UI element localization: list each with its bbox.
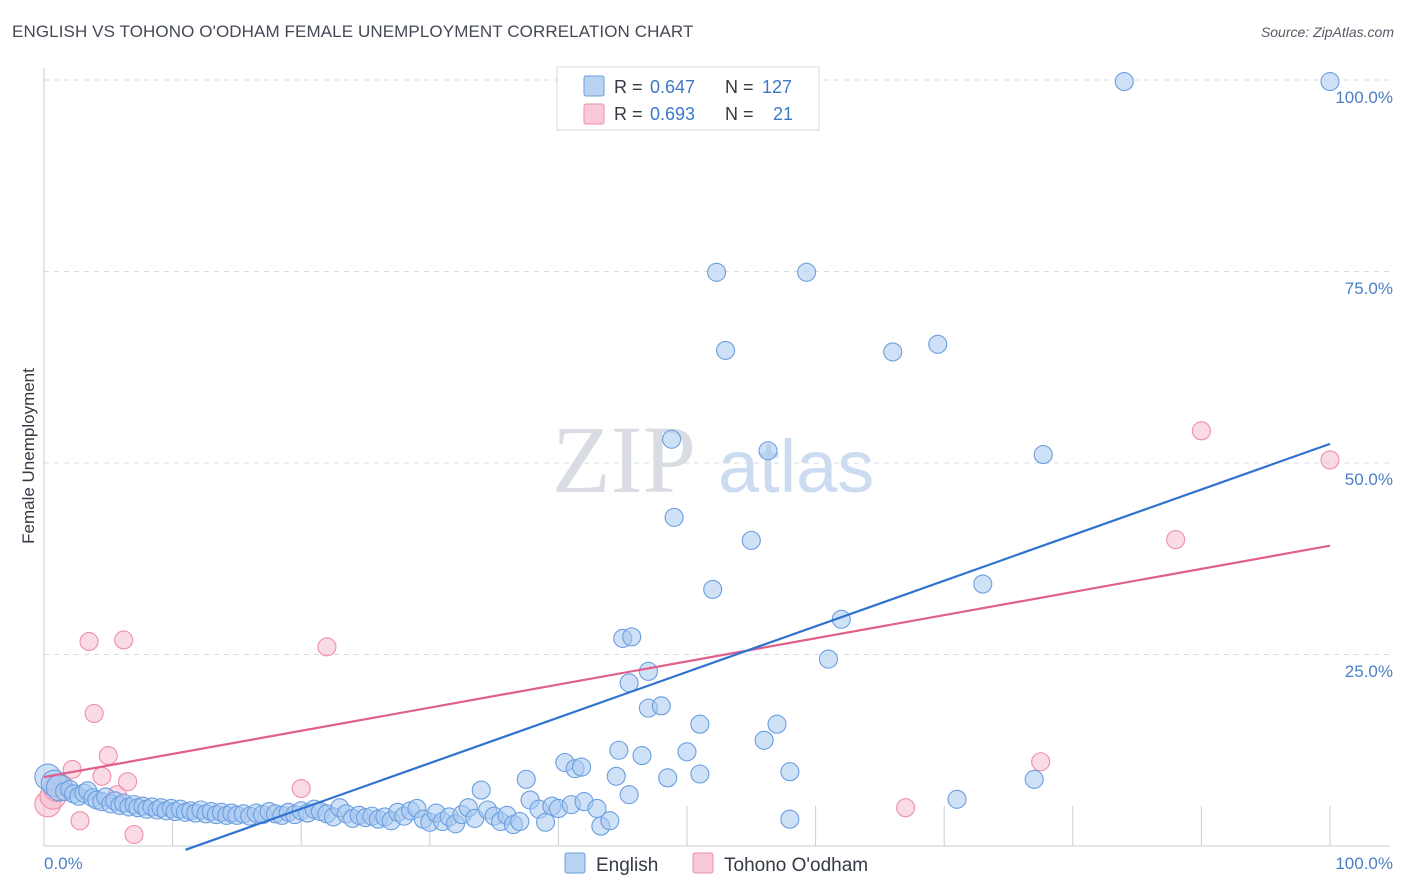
legend-english-n-label: N = [725, 77, 754, 97]
trend-lines [43, 442, 1331, 851]
english-point-120 [767, 714, 787, 734]
english-point-116 [707, 262, 727, 282]
bottom-legend-english-swatch [564, 852, 586, 874]
source-label: Source: ZipAtlas.com [1260, 24, 1394, 40]
english-point-122 [780, 809, 800, 829]
english-point-129 [973, 574, 993, 594]
english-point-124 [818, 649, 839, 669]
y-tick-75: 75.0% [1345, 279, 1393, 298]
legend-tohono-n-value: 21 [773, 104, 793, 124]
english-point-105 [638, 661, 658, 681]
english-point-126 [883, 342, 903, 362]
english-point-117 [741, 530, 761, 550]
english-point-109 [664, 507, 684, 527]
english-point-77 [471, 780, 491, 800]
tohono-point-19 [1191, 421, 1211, 441]
english-point-114 [703, 579, 723, 599]
legend: R = 0.647 N = 127 R = 0.693 N = 21 [556, 66, 820, 131]
tohono-point-20 [1320, 450, 1340, 470]
chart-title: ENGLISH VS TOHONO O'ODHAM FEMALE UNEMPLO… [12, 22, 694, 41]
english-point-103 [622, 627, 642, 647]
bottom-legend-tohono-swatch [692, 852, 714, 874]
english-point-108 [658, 768, 678, 788]
tohono-point-15 [317, 637, 337, 657]
english-point-98 [606, 766, 626, 786]
legend-tohono-swatch [583, 103, 605, 125]
english-point-131 [1033, 445, 1053, 465]
x-tick-100: 100.0% [1335, 854, 1393, 873]
legend-tohono-n-label: N = [725, 104, 754, 124]
english-point-97 [600, 811, 620, 831]
watermark-zip: ZIP [552, 406, 696, 513]
tohono-trend-line [43, 544, 1331, 779]
english-point-132 [1114, 71, 1134, 92]
english-trend-line [185, 442, 1331, 851]
x-tick-0: 0.0% [44, 854, 83, 873]
tohono-point-7 [84, 703, 104, 724]
tohono-point-6 [79, 631, 99, 652]
english-point-84 [516, 769, 536, 789]
tohono-point-11 [114, 630, 134, 650]
legend-english-r-label: R = [614, 77, 643, 97]
bottom-legend-english-label: English [596, 855, 658, 876]
english-point-123 [797, 262, 817, 282]
tohono-point-9 [98, 746, 118, 766]
english-point-111 [677, 742, 697, 762]
tohono-point-16 [896, 798, 916, 818]
english-point-83 [510, 811, 530, 832]
english-point-110 [662, 429, 682, 449]
english-point-133 [1320, 71, 1340, 92]
tohono-point-4 [62, 759, 82, 779]
y-tick-25: 25.0% [1345, 662, 1393, 681]
english-point-130 [1024, 769, 1044, 789]
y-tick-100: 100.0% [1335, 88, 1393, 107]
english-point-107 [651, 696, 671, 716]
english-point-115 [716, 340, 736, 360]
english-point-99 [609, 740, 629, 760]
tohono-point-5 [70, 811, 90, 831]
series-english-points [34, 71, 1340, 836]
english-point-127 [928, 334, 948, 354]
english-point-118 [754, 730, 774, 750]
english-point-100 [619, 785, 639, 805]
tohono-point-12 [118, 772, 138, 792]
grid [43, 68, 1390, 847]
tohono-point-14 [291, 778, 311, 799]
watermark-atlas: atlas [718, 425, 874, 508]
english-point-121 [780, 762, 800, 782]
bottom-legend-tohono-label: Tohono O'odham [724, 855, 868, 876]
english-point-93 [571, 757, 592, 777]
english-point-106 [632, 746, 652, 766]
legend-tohono-r-value: 0.693 [650, 104, 695, 124]
tohono-point-18 [1166, 530, 1186, 550]
tohono-point-8 [92, 766, 112, 786]
english-point-112 [690, 714, 710, 734]
legend-english-swatch [583, 75, 605, 97]
legend-english-n-value: 127 [762, 77, 792, 97]
english-point-113 [690, 764, 710, 784]
english-point-87 [535, 812, 556, 832]
bottom-legend: English Tohono O'odham [564, 852, 868, 876]
tohono-point-17 [1031, 752, 1051, 772]
legend-english-r-value: 0.647 [650, 77, 695, 97]
y-tick-50: 50.0% [1345, 470, 1393, 489]
legend-tohono-r-label: R = [614, 104, 643, 124]
y-axis-label: Female Unemployment [19, 368, 38, 544]
english-point-128 [947, 789, 967, 809]
tohono-point-13 [124, 824, 144, 845]
english-point-119 [758, 441, 778, 461]
